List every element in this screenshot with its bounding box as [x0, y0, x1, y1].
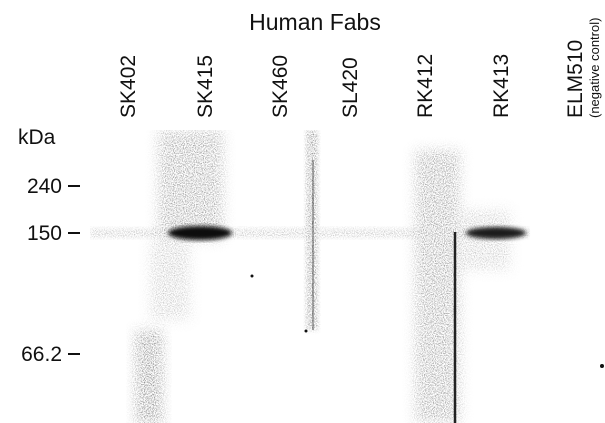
marker-label: 150	[27, 222, 62, 245]
marker-label: 240	[27, 175, 62, 198]
lane-label: SK460	[269, 55, 292, 118]
lane-label: SK415	[194, 55, 217, 118]
figure-title: Human Fabs	[249, 9, 381, 35]
lane-labels: SK402 SK415 SK460 SL420 RK412 RK413 ELM510	[117, 40, 587, 118]
lane-label: SL420	[339, 57, 362, 118]
marker-label: 66.2	[21, 343, 62, 366]
lane-note: (negative control)	[587, 18, 602, 118]
lane-label: SK402	[117, 55, 140, 118]
blot-smears	[90, 130, 530, 423]
unit-label: kDa	[18, 126, 56, 149]
lane-label: ELM510	[564, 40, 587, 118]
blot-bands	[168, 160, 604, 423]
marker-labels: 240 150 66.2	[21, 175, 80, 366]
lane-label: RK413	[490, 54, 513, 118]
lane-label: RK412	[414, 54, 437, 118]
